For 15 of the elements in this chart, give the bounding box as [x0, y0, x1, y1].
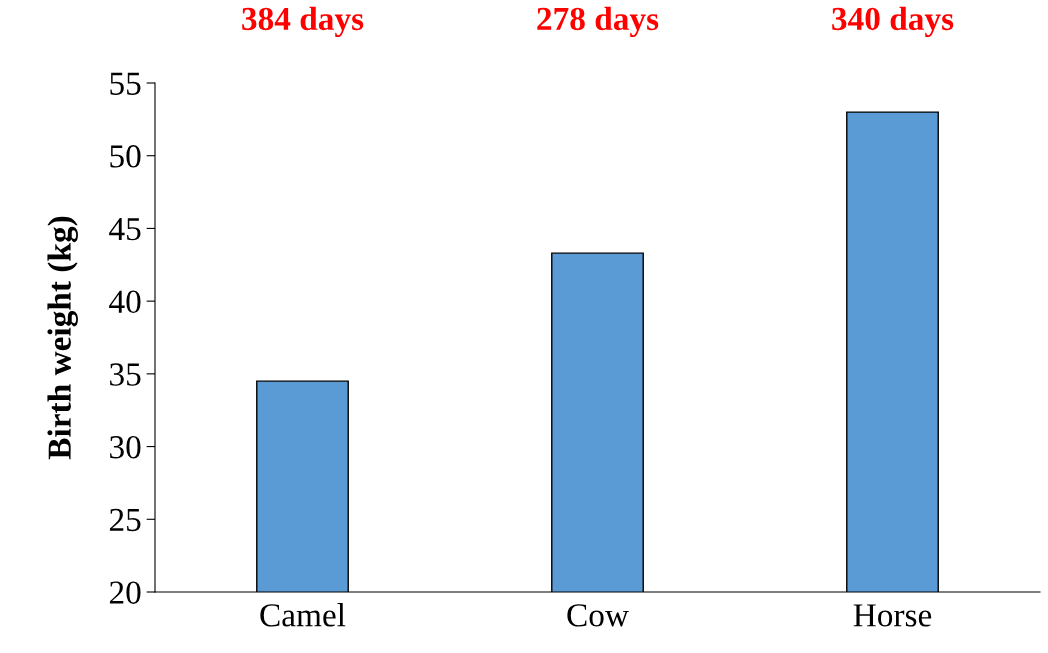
text: 340 days	[832, 6, 954, 38]
x-tick-label: Horse	[853, 604, 932, 627]
y-tick-label: 50	[110, 145, 141, 168]
y-tick-label: 35	[110, 363, 141, 386]
x-tick-label: Cow	[567, 604, 629, 627]
y-tick-label: 55	[110, 72, 141, 95]
y-tick-label: 40	[109, 290, 141, 314]
y-tick-label: 20	[109, 581, 141, 604]
y-tick-label: 30	[110, 435, 141, 459]
y-axis-title: Birth weight (kg)	[47, 216, 78, 460]
y-tick-label: 45	[109, 218, 141, 241]
text: 384 days	[242, 6, 364, 38]
x-tick-label: Camel	[260, 603, 346, 627]
text: 278 days	[537, 6, 659, 38]
y-tick-label: 25	[109, 508, 141, 532]
